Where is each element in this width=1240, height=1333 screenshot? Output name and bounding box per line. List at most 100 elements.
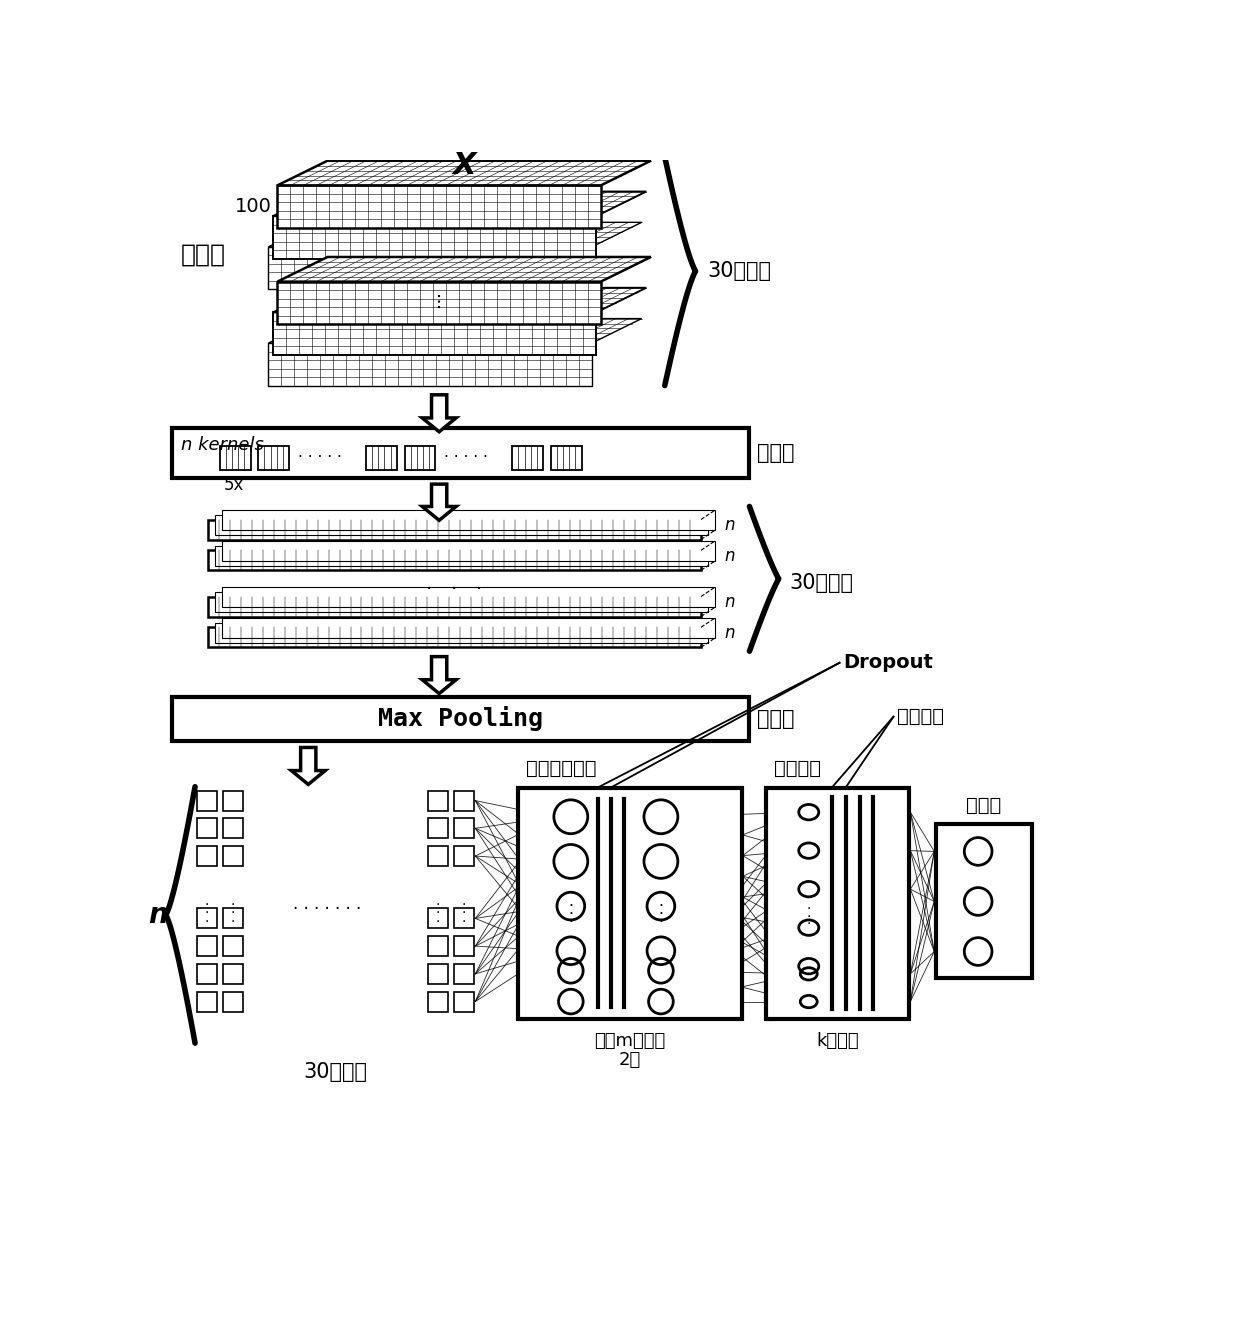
Text: 5x: 5x — [223, 476, 244, 495]
Text: X: X — [453, 151, 476, 180]
Bar — [223, 818, 243, 838]
Bar — [197, 818, 217, 838]
Bar — [404, 445, 435, 471]
Polygon shape — [422, 484, 456, 520]
Bar — [208, 628, 701, 648]
Text: n: n — [724, 547, 734, 565]
Bar — [223, 790, 243, 810]
Polygon shape — [268, 343, 591, 385]
Bar — [936, 825, 1032, 978]
Bar — [366, 445, 397, 471]
Bar — [766, 788, 909, 1018]
Text: ·
·
·: · · · — [461, 897, 466, 929]
Text: ·
·
·: · · · — [205, 897, 208, 929]
Bar — [172, 697, 749, 741]
Text: n: n — [724, 516, 734, 535]
Polygon shape — [422, 395, 456, 432]
Text: ·
·
·: · · · — [435, 897, 440, 929]
Bar — [208, 551, 701, 571]
Bar — [428, 992, 448, 1012]
Text: 激活函数: 激活函数 — [898, 708, 945, 726]
Text: 每层m个节点: 每层m个节点 — [594, 1032, 666, 1050]
Bar — [428, 818, 448, 838]
Bar — [223, 908, 243, 928]
Text: · · · · ·: · · · · · — [444, 451, 489, 465]
Bar — [197, 964, 217, 984]
Text: n kernels: n kernels — [181, 436, 264, 453]
Text: Max Pooling: Max Pooling — [378, 706, 543, 732]
Bar — [215, 515, 708, 535]
Polygon shape — [268, 247, 591, 289]
Polygon shape — [268, 223, 641, 247]
Text: 100: 100 — [234, 197, 272, 216]
Polygon shape — [273, 288, 646, 312]
Bar — [222, 511, 714, 531]
Bar — [222, 541, 714, 561]
Text: 30个句子: 30个句子 — [707, 261, 771, 281]
Polygon shape — [278, 185, 601, 228]
Text: 全链接层: 全链接层 — [774, 760, 821, 778]
Text: 卷积层: 卷积层 — [758, 443, 795, 463]
Bar — [215, 545, 708, 565]
Bar — [215, 592, 708, 612]
Text: n: n — [724, 624, 734, 641]
Polygon shape — [291, 748, 325, 784]
Text: 分类层: 分类层 — [966, 796, 1002, 816]
Text: ·
·
·: · · · — [568, 900, 573, 930]
Bar — [454, 846, 474, 866]
Bar — [197, 992, 217, 1012]
Polygon shape — [273, 312, 596, 355]
Text: n: n — [724, 593, 734, 611]
Bar — [428, 908, 448, 928]
Bar — [428, 846, 448, 866]
Bar — [208, 520, 701, 540]
Bar — [512, 445, 543, 471]
Text: ·
·
·: · · · — [806, 902, 811, 932]
Text: Dropout: Dropout — [843, 653, 934, 672]
Polygon shape — [273, 216, 596, 259]
Bar — [454, 790, 474, 810]
Bar — [208, 597, 701, 617]
Bar — [454, 992, 474, 1012]
Bar — [258, 445, 289, 471]
Bar — [454, 964, 474, 984]
Text: 长短期记忆层: 长短期记忆层 — [526, 760, 596, 778]
Bar — [223, 936, 243, 956]
Bar — [518, 788, 742, 1018]
Text: · · · · · · ·: · · · · · · · — [294, 900, 362, 918]
Bar — [551, 445, 582, 471]
Text: 2层: 2层 — [619, 1050, 641, 1069]
Bar — [222, 588, 714, 608]
Bar — [215, 623, 708, 643]
Bar — [454, 818, 474, 838]
Text: n: n — [149, 901, 167, 929]
Bar — [222, 619, 714, 639]
Text: 输入层: 输入层 — [181, 243, 226, 267]
Bar — [428, 964, 448, 984]
Text: ·   ·   ·: · · · — [427, 580, 482, 599]
Bar — [197, 908, 217, 928]
Bar — [223, 846, 243, 866]
Polygon shape — [278, 281, 601, 324]
Bar — [223, 964, 243, 984]
Polygon shape — [273, 192, 646, 216]
Bar — [428, 790, 448, 810]
Text: ·
·
·: · · · — [658, 900, 663, 930]
Text: ·
·
·: · · · — [231, 897, 234, 929]
Text: 池化层: 池化层 — [758, 709, 795, 729]
Polygon shape — [278, 257, 651, 281]
Polygon shape — [278, 161, 651, 185]
Bar — [428, 936, 448, 956]
Text: · · · · ·: · · · · · — [298, 451, 342, 465]
Bar — [454, 908, 474, 928]
Text: 30个句子: 30个句子 — [304, 1062, 367, 1082]
Polygon shape — [268, 319, 641, 343]
Bar — [454, 936, 474, 956]
Bar — [223, 992, 243, 1012]
Text: k个节点: k个节点 — [816, 1032, 859, 1050]
Bar — [197, 936, 217, 956]
Bar — [172, 428, 749, 479]
Bar — [197, 846, 217, 866]
Bar — [197, 790, 217, 810]
Text: 30个句子: 30个句子 — [790, 573, 853, 593]
